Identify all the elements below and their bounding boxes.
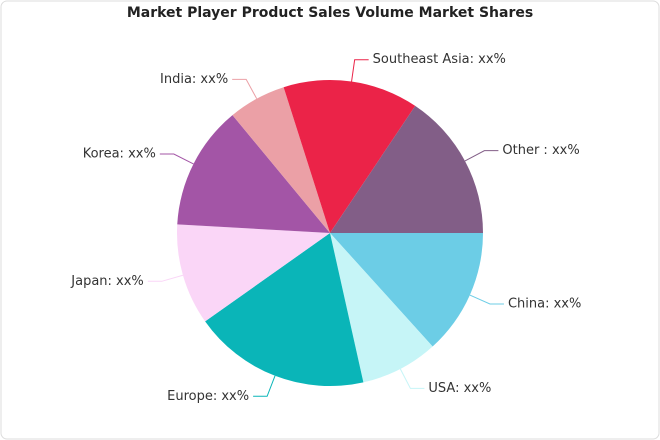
leader-line — [232, 78, 258, 99]
slice-label: Other : xx% — [502, 143, 579, 158]
pie-slice — [283, 79, 416, 233]
pie-slice — [330, 233, 483, 347]
leader-line — [469, 294, 504, 305]
slice-label: USA: xx% — [428, 381, 491, 396]
pie-slice — [205, 233, 364, 386]
slice-label: India: xx% — [160, 72, 228, 87]
slice-label: China: xx% — [508, 297, 581, 312]
slice-label: Korea: xx% — [83, 147, 156, 162]
leader-line — [147, 274, 184, 282]
slice-label: Europe: xx% — [167, 389, 249, 404]
pie-slice — [232, 87, 330, 234]
slice-label: Japan: xx% — [70, 274, 144, 289]
pie-slice — [330, 233, 433, 383]
pie-slice — [177, 224, 330, 322]
leader-line — [159, 153, 194, 165]
pie-slice — [177, 115, 330, 233]
chart-title: Market Player Product Sales Volume Marke… — [127, 5, 533, 21]
leader-line — [253, 375, 276, 397]
pie-slice — [330, 105, 483, 233]
leader-line — [399, 368, 425, 389]
leader-line — [351, 59, 369, 82]
leader-line — [464, 150, 499, 162]
slice-label: Southeast Asia: xx% — [373, 52, 506, 67]
